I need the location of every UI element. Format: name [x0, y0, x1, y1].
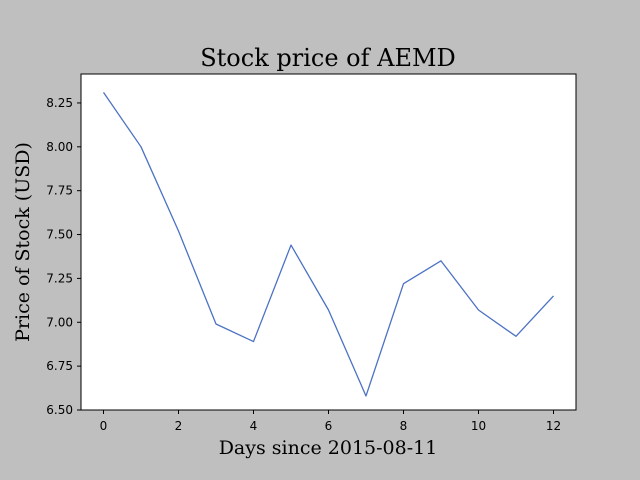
y-tick-label: 8.00: [46, 140, 73, 154]
y-tick-label: 7.50: [46, 228, 73, 242]
x-axis-label: Days since 2015-08-11: [219, 437, 438, 459]
ticks-layer: 0 2 4 6 8 10 12 6.50 6.75 7.00 7.25 7.50 7.75 8.00 8.2…: [46, 96, 561, 433]
y-tick-label: 6.50: [46, 403, 73, 417]
x-tick-label: 6: [325, 419, 333, 433]
y-tick-label: 7.75: [46, 184, 73, 198]
x-tick-label: 10: [471, 419, 486, 433]
x-tick-label: 4: [250, 419, 258, 433]
x-tick-label: 2: [175, 419, 183, 433]
y-axis-label: Price of Stock (USD): [12, 142, 34, 342]
x-tick-label: 12: [546, 419, 561, 433]
series-layer: [102, 92, 554, 397]
y-tick-label: 6.75: [46, 359, 73, 373]
y-tick-label: 7.25: [46, 271, 73, 285]
y-tick-label: 7.00: [46, 315, 73, 329]
x-tick-label: 8: [400, 419, 408, 433]
x-tick-label: 0: [100, 419, 108, 433]
chart-title: Stock price of AEMD: [200, 44, 456, 72]
plot-area: [80, 73, 577, 411]
y-tick-label: 8.25: [46, 96, 73, 110]
